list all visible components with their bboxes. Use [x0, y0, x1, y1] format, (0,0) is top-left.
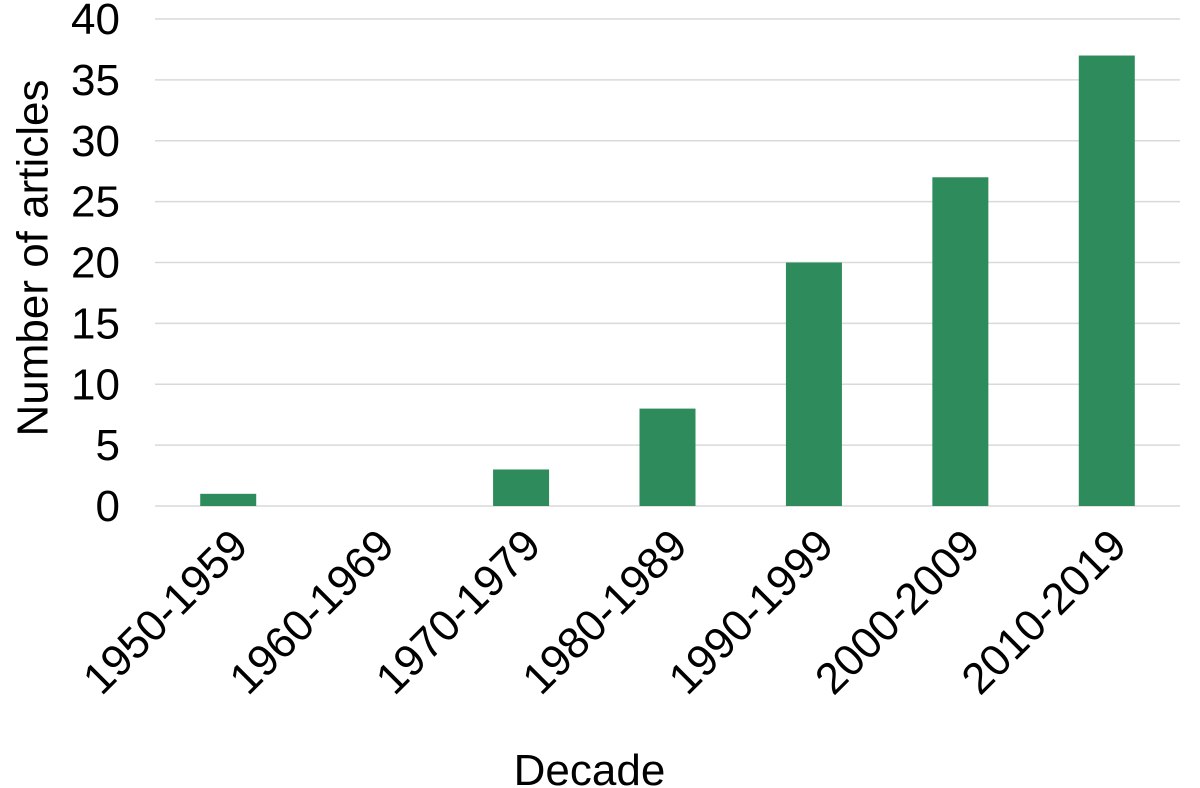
y-tick-label: 25 — [71, 178, 120, 227]
y-tick-label: 10 — [71, 360, 120, 409]
y-axis-title: Number of articles — [9, 79, 58, 436]
y-axis-ticks: 0 5 10 15 20 25 30 35 40 — [71, 0, 120, 531]
gridlines — [155, 18, 1180, 507]
bar-2000-2009 — [932, 177, 989, 506]
bar-1950-1959 — [200, 493, 257, 506]
bar-1980-1989 — [639, 408, 696, 506]
bar-2010-2019 — [1078, 55, 1135, 507]
x-axis-title: Decade — [514, 746, 666, 788]
bars — [200, 55, 1135, 507]
y-tick-label: 5 — [96, 421, 120, 470]
x-axis-ticks: 1950-19591960-19691970-19791980-19891990… — [74, 520, 1136, 703]
y-tick-label: 30 — [71, 117, 120, 166]
y-tick-label: 40 — [71, 0, 120, 44]
y-tick-label: 35 — [71, 56, 120, 105]
bar-1970-1979 — [493, 469, 550, 506]
y-tick-label: 15 — [71, 299, 120, 348]
y-tick-label: 0 — [96, 482, 120, 531]
y-tick-label: 20 — [71, 239, 120, 288]
bar-1990-1999 — [785, 262, 842, 506]
